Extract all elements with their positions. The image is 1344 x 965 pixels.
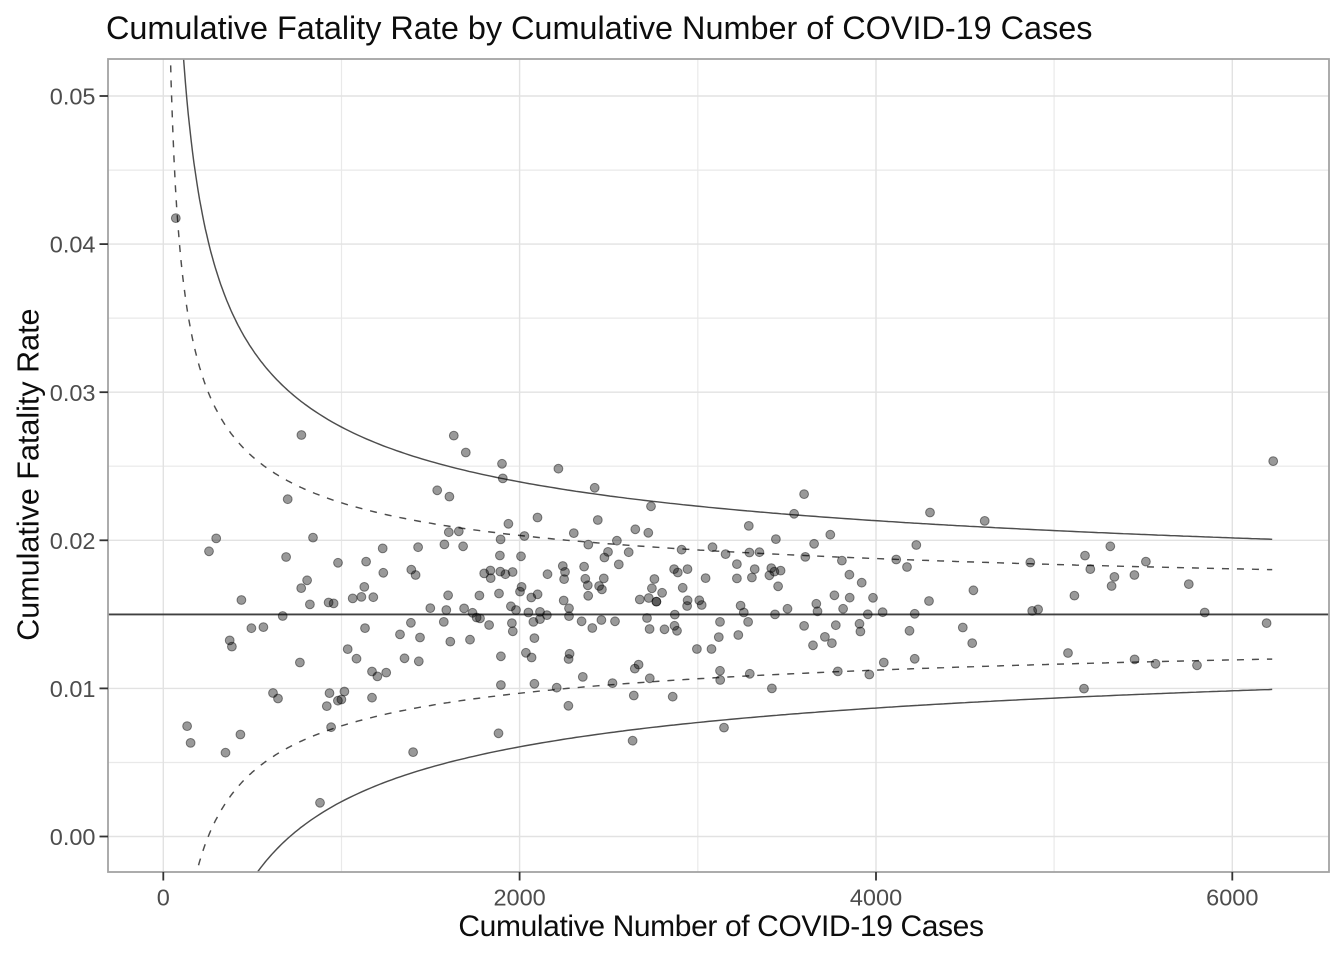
svg-text:0.01: 0.01 <box>50 676 96 702</box>
svg-text:6000: 6000 <box>1206 885 1258 911</box>
svg-text:4000: 4000 <box>850 885 902 911</box>
svg-text:Cumulative Fatality Rate: Cumulative Fatality Rate <box>12 308 46 640</box>
svg-text:2000: 2000 <box>493 885 545 911</box>
svg-text:0.02: 0.02 <box>50 528 96 554</box>
svg-text:0: 0 <box>157 885 170 911</box>
svg-text:0.00: 0.00 <box>50 824 96 850</box>
svg-text:Cumulative Number of COVID-19: Cumulative Number of COVID-19 Cases <box>458 910 983 943</box>
svg-text:0.03: 0.03 <box>50 380 96 406</box>
svg-text:Cumulative Fatality Rate by Cu: Cumulative Fatality Rate by Cumulative N… <box>106 10 1092 46</box>
svg-text:0.04: 0.04 <box>50 232 96 258</box>
svg-text:0.05: 0.05 <box>50 84 96 110</box>
